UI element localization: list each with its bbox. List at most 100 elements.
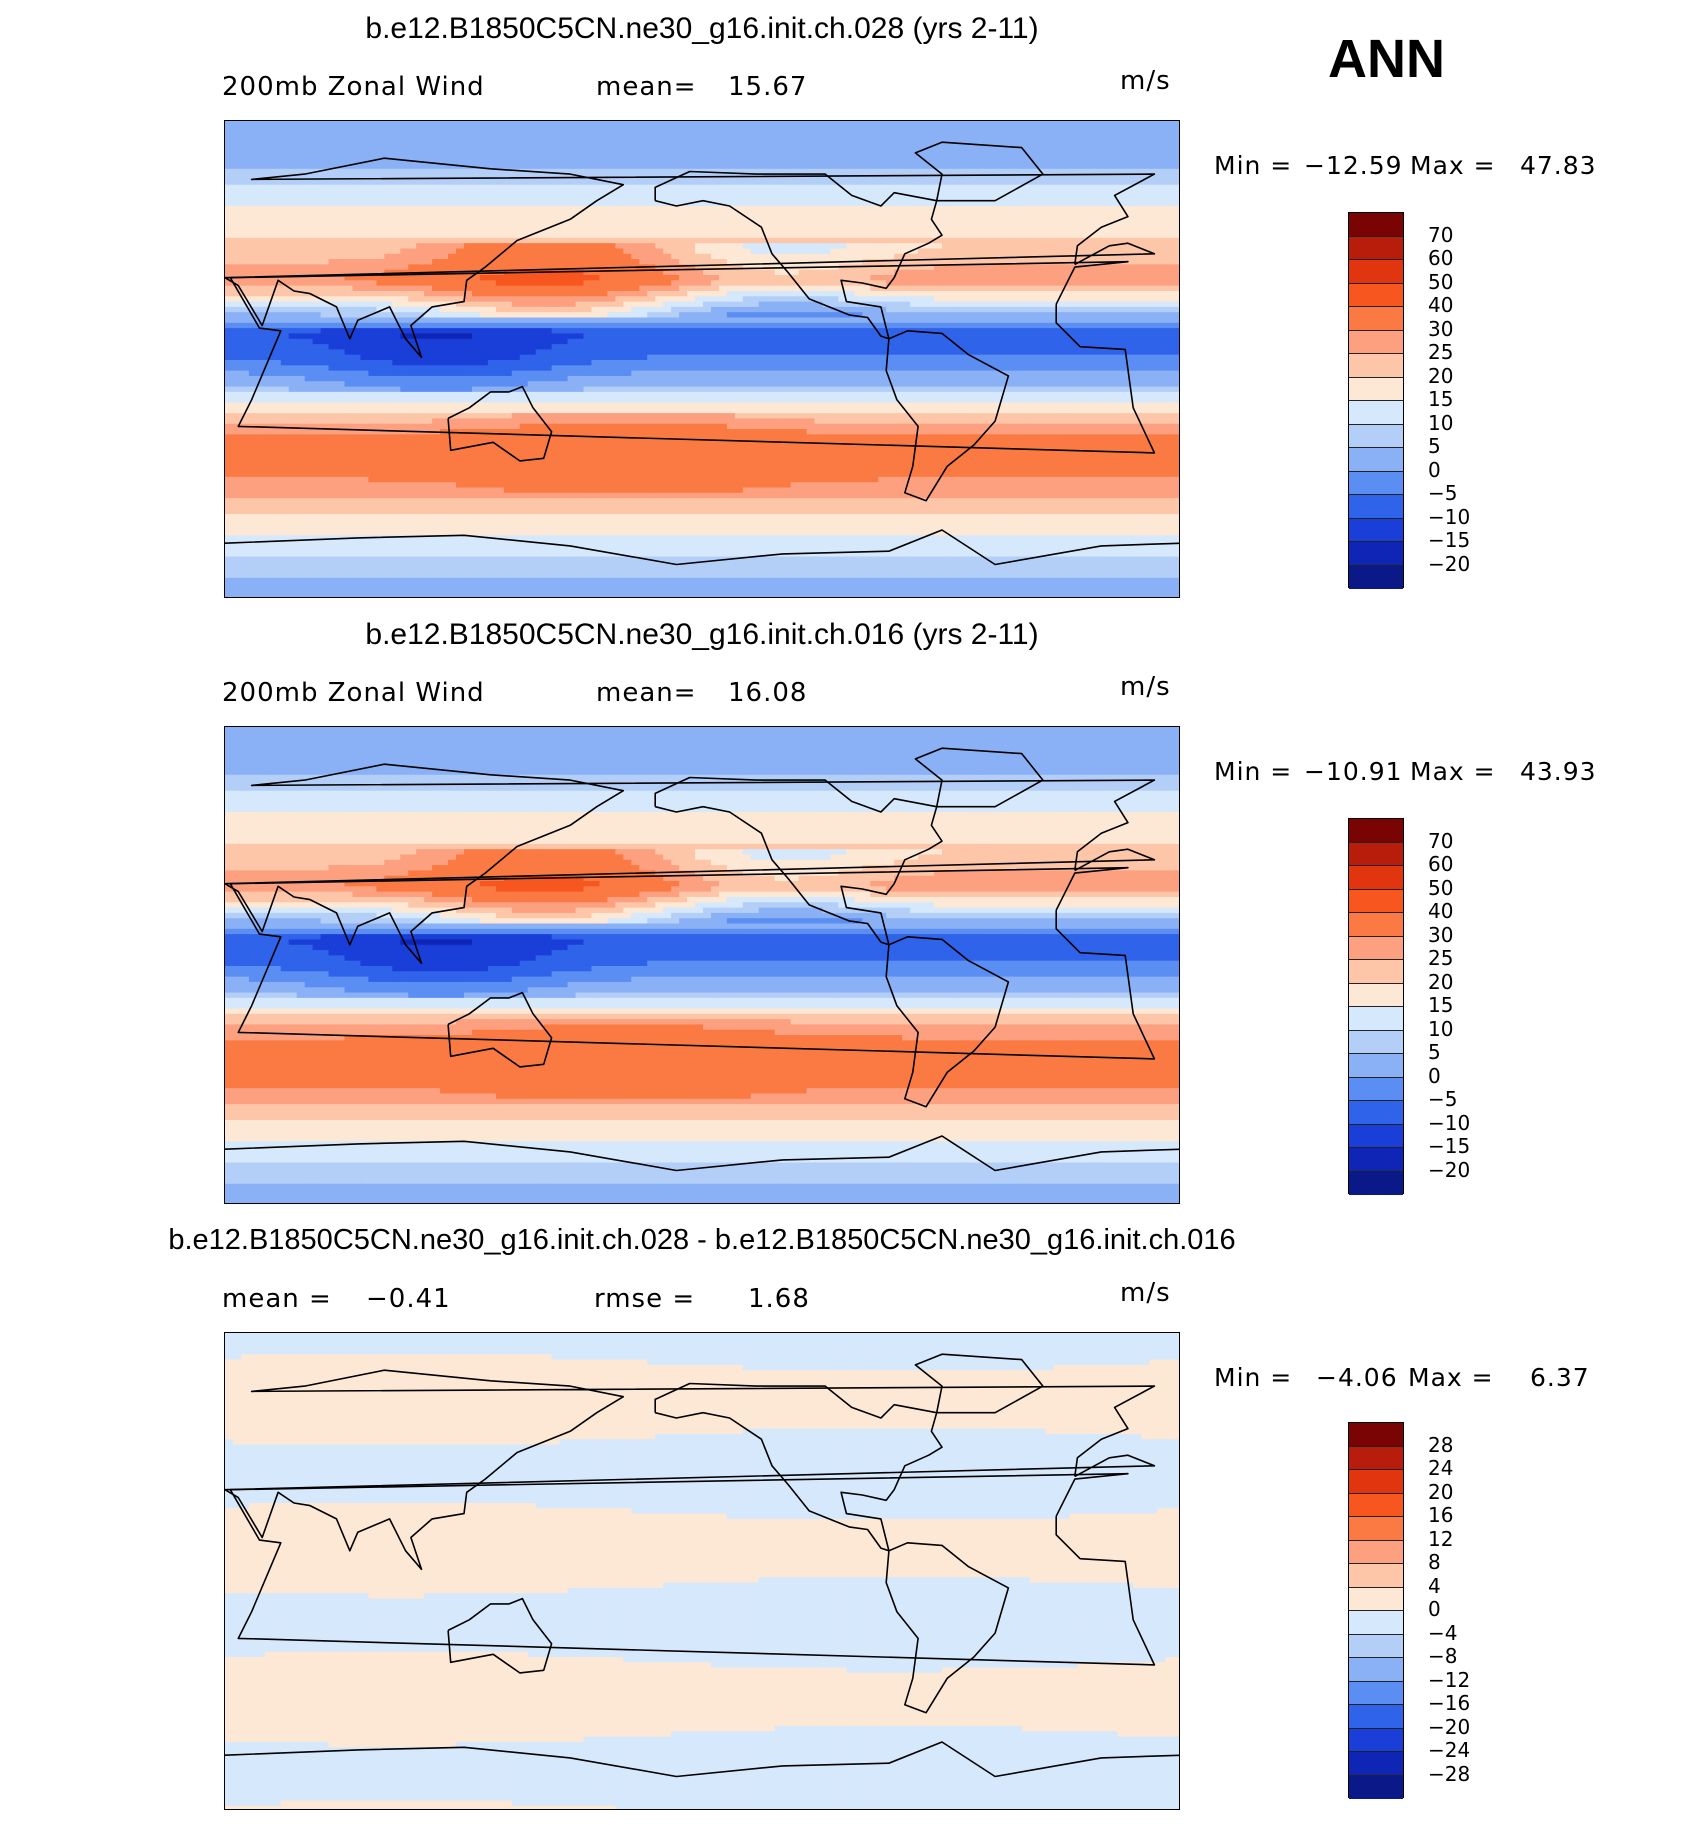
field-cell [886,253,895,260]
field-cell [296,121,306,127]
field-cell [854,121,863,127]
field-cell [1021,328,1031,335]
field-cell [416,333,425,340]
field-cell [790,248,800,255]
field-cell [1069,227,1079,234]
field-cell [232,179,242,186]
field-cell [559,168,569,175]
field-cell [782,328,792,335]
field-cell [1157,248,1166,255]
field-cell [272,285,282,292]
field-cell [973,168,983,175]
field-cell [870,152,879,159]
field-cell [464,121,473,127]
field-cell [1085,328,1094,335]
field-cell [1117,121,1126,127]
field-cell [591,216,601,223]
field-cell [432,306,441,313]
field-cell [655,312,664,319]
field-cell [280,232,290,239]
field-cell [336,248,346,255]
field-cell [336,190,346,196]
field-cell [806,147,816,154]
field-cell [487,333,497,340]
field-cell [288,269,298,276]
field-cell [264,253,274,260]
field-cell [607,243,616,250]
field-cell [296,158,306,165]
field-cell [344,179,354,186]
field-cell [726,275,736,281]
field-cell [1021,152,1031,159]
field-cell [1093,328,1102,335]
field-cell [1133,158,1142,165]
field-cell [432,184,441,191]
field-cell [790,285,800,292]
field-cell [862,168,871,175]
field-cell [1173,168,1179,175]
field-cell [384,232,393,239]
field-cell [400,195,409,202]
field-cell [559,317,569,324]
field-cell [758,221,768,228]
field-cell [758,158,768,165]
field-cell [997,131,1007,138]
field-cell [1125,126,1134,133]
field-cell [328,221,338,228]
field-cell [583,275,593,281]
field-cell [806,174,816,181]
field-cell [814,163,824,170]
field-cell [296,221,306,228]
field-cell [535,280,545,287]
field-cell [440,168,449,175]
field-cell [894,322,903,329]
field-cell [814,195,824,202]
field-cell [838,280,847,287]
field-cell [519,158,529,165]
field-cell [846,322,855,329]
field-cell [607,147,616,154]
field-cell [647,158,656,165]
field-cell [663,168,672,175]
field-cell [487,126,497,133]
field-cell [559,269,569,276]
field-cell [575,338,585,345]
field-cell [949,136,959,143]
field-cell [1117,205,1126,212]
field-cell [304,200,314,207]
field-cell [312,306,322,313]
field-cell [814,306,824,313]
field-cell [448,253,457,260]
field-cell [368,285,377,292]
field-cell [774,121,784,127]
field-cell [264,195,274,202]
field-cell [814,205,824,212]
field-cell [543,232,553,239]
field-cell [734,264,744,271]
field-cell [838,168,847,175]
field-cell [997,264,1007,271]
field-cell [1013,243,1023,250]
field-cell [464,152,473,159]
field-cell [240,306,250,313]
field-cell [766,237,776,244]
field-cell [432,301,441,308]
field-cell [886,264,895,271]
field-cell [495,264,505,271]
field-cell [615,312,624,319]
field-cell [790,126,800,133]
field-cell [551,131,561,138]
field-cell [464,136,473,143]
field-cell [814,152,824,159]
field-cell [360,152,369,159]
field-cell [368,264,377,271]
field-cell [360,317,369,324]
field-cell [1173,322,1179,329]
field-cell [774,237,784,244]
field-cell [232,142,242,149]
field-cell [352,221,362,228]
field-cell [926,136,935,143]
field-cell [973,280,983,287]
field-cell [758,200,768,207]
field-cell [1173,174,1179,181]
